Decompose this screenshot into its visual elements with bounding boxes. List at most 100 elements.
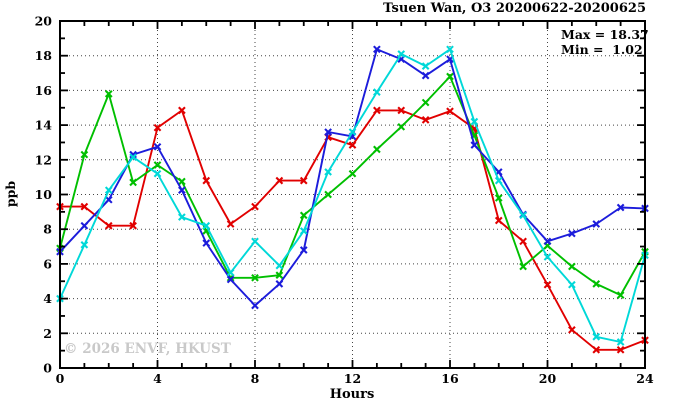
marker-x	[543, 237, 552, 246]
marker-x	[421, 71, 430, 80]
marker-x	[397, 50, 406, 58]
marker-x	[373, 106, 381, 115]
marker-x	[275, 261, 284, 270]
y-tick-label: 16	[35, 83, 53, 98]
marker-x	[178, 186, 186, 195]
marker-x	[348, 141, 357, 149]
marker-x	[129, 153, 137, 162]
marker-x	[226, 220, 235, 228]
y-tick-label: 12	[35, 152, 52, 167]
marker-x	[178, 106, 186, 115]
marker-x	[299, 176, 308, 185]
x-tick-label: 12	[344, 371, 361, 386]
marker-x	[324, 168, 332, 176]
marker-x	[543, 253, 552, 261]
marker-x	[494, 194, 503, 202]
y-tick-label: 6	[43, 256, 52, 271]
marker-x	[226, 268, 235, 277]
marker-x	[202, 239, 211, 247]
marker-x	[592, 332, 601, 341]
y-tick-label: 8	[43, 222, 52, 237]
marker-x	[494, 216, 503, 225]
marker-x	[324, 190, 332, 199]
grid-layer	[61, 22, 644, 367]
marker-x	[421, 62, 430, 70]
marker-x	[80, 150, 89, 159]
marker-x	[373, 88, 381, 96]
y-tick-label: 0	[43, 361, 52, 376]
x-tick-label: 20	[539, 371, 557, 386]
marker-x	[104, 90, 113, 98]
marker-x	[104, 186, 113, 195]
marker-x	[397, 106, 406, 115]
marker-x	[299, 211, 308, 220]
frame-layer	[59, 20, 646, 369]
y-axis-title: ppb	[3, 181, 18, 207]
marker-x	[178, 213, 186, 221]
marker-x	[568, 262, 576, 271]
marker-x	[592, 280, 601, 288]
marker-x	[348, 128, 357, 136]
marker-x	[421, 116, 430, 124]
x-axis-title: Hours	[330, 387, 375, 402]
min-annotation: Min = 1.02	[561, 42, 643, 57]
marker-x	[226, 275, 235, 284]
x-tick-label: 16	[441, 371, 459, 386]
marker-x	[446, 72, 454, 81]
y-tick-label: 10	[35, 187, 53, 202]
marker-x	[519, 237, 527, 246]
series-layer	[56, 45, 649, 354]
marker-x	[519, 262, 527, 271]
marker-x	[275, 271, 284, 280]
marker-x	[153, 161, 162, 169]
x-tick-label: 24	[636, 371, 654, 386]
marker-x	[80, 240, 89, 249]
marker-x	[568, 280, 576, 289]
series-markers-green	[56, 72, 649, 299]
max-annotation: Max = 18.37	[561, 27, 649, 42]
marker-x	[397, 122, 406, 131]
marker-x	[592, 220, 601, 228]
y-tick-label: 2	[43, 326, 52, 341]
series-markers-cyan	[56, 45, 649, 346]
marker-x	[616, 338, 625, 346]
marker-x	[251, 273, 259, 282]
marker-x	[251, 237, 259, 246]
marker-x	[104, 195, 113, 204]
x-tick-label: 0	[56, 371, 65, 386]
marker-x	[202, 221, 211, 230]
y-tick-label: 14	[35, 118, 53, 133]
marker-x	[470, 117, 479, 126]
marker-x	[275, 280, 284, 288]
marker-x	[153, 142, 162, 151]
x-tick-label: 4	[153, 371, 162, 386]
marker-x	[299, 227, 308, 235]
marker-x	[616, 291, 625, 299]
marker-x	[543, 280, 552, 289]
marker-x	[129, 221, 137, 230]
marker-x	[104, 221, 113, 230]
marker-x	[348, 169, 357, 178]
marker-x	[568, 229, 576, 238]
y-tick-label: 20	[35, 14, 53, 29]
marker-x	[616, 345, 625, 354]
marker-x	[299, 246, 308, 254]
marker-x	[421, 98, 430, 107]
marker-x	[519, 211, 527, 220]
marker-x	[202, 176, 211, 185]
marker-x	[178, 177, 186, 186]
y-tick-label: 18	[35, 48, 53, 63]
y-tick-label: 4	[43, 291, 52, 306]
marker-x	[494, 176, 503, 185]
marker-x	[373, 45, 381, 54]
marker-x	[446, 45, 454, 54]
marker-x	[592, 345, 601, 354]
marker-x	[251, 301, 259, 310]
watermark: © 2026 ENVF, HKUST	[64, 341, 231, 357]
chart-title: Tsuen Wan, O3 20200622-20200625	[383, 1, 646, 16]
marker-x	[153, 123, 162, 132]
marker-x	[80, 202, 89, 211]
